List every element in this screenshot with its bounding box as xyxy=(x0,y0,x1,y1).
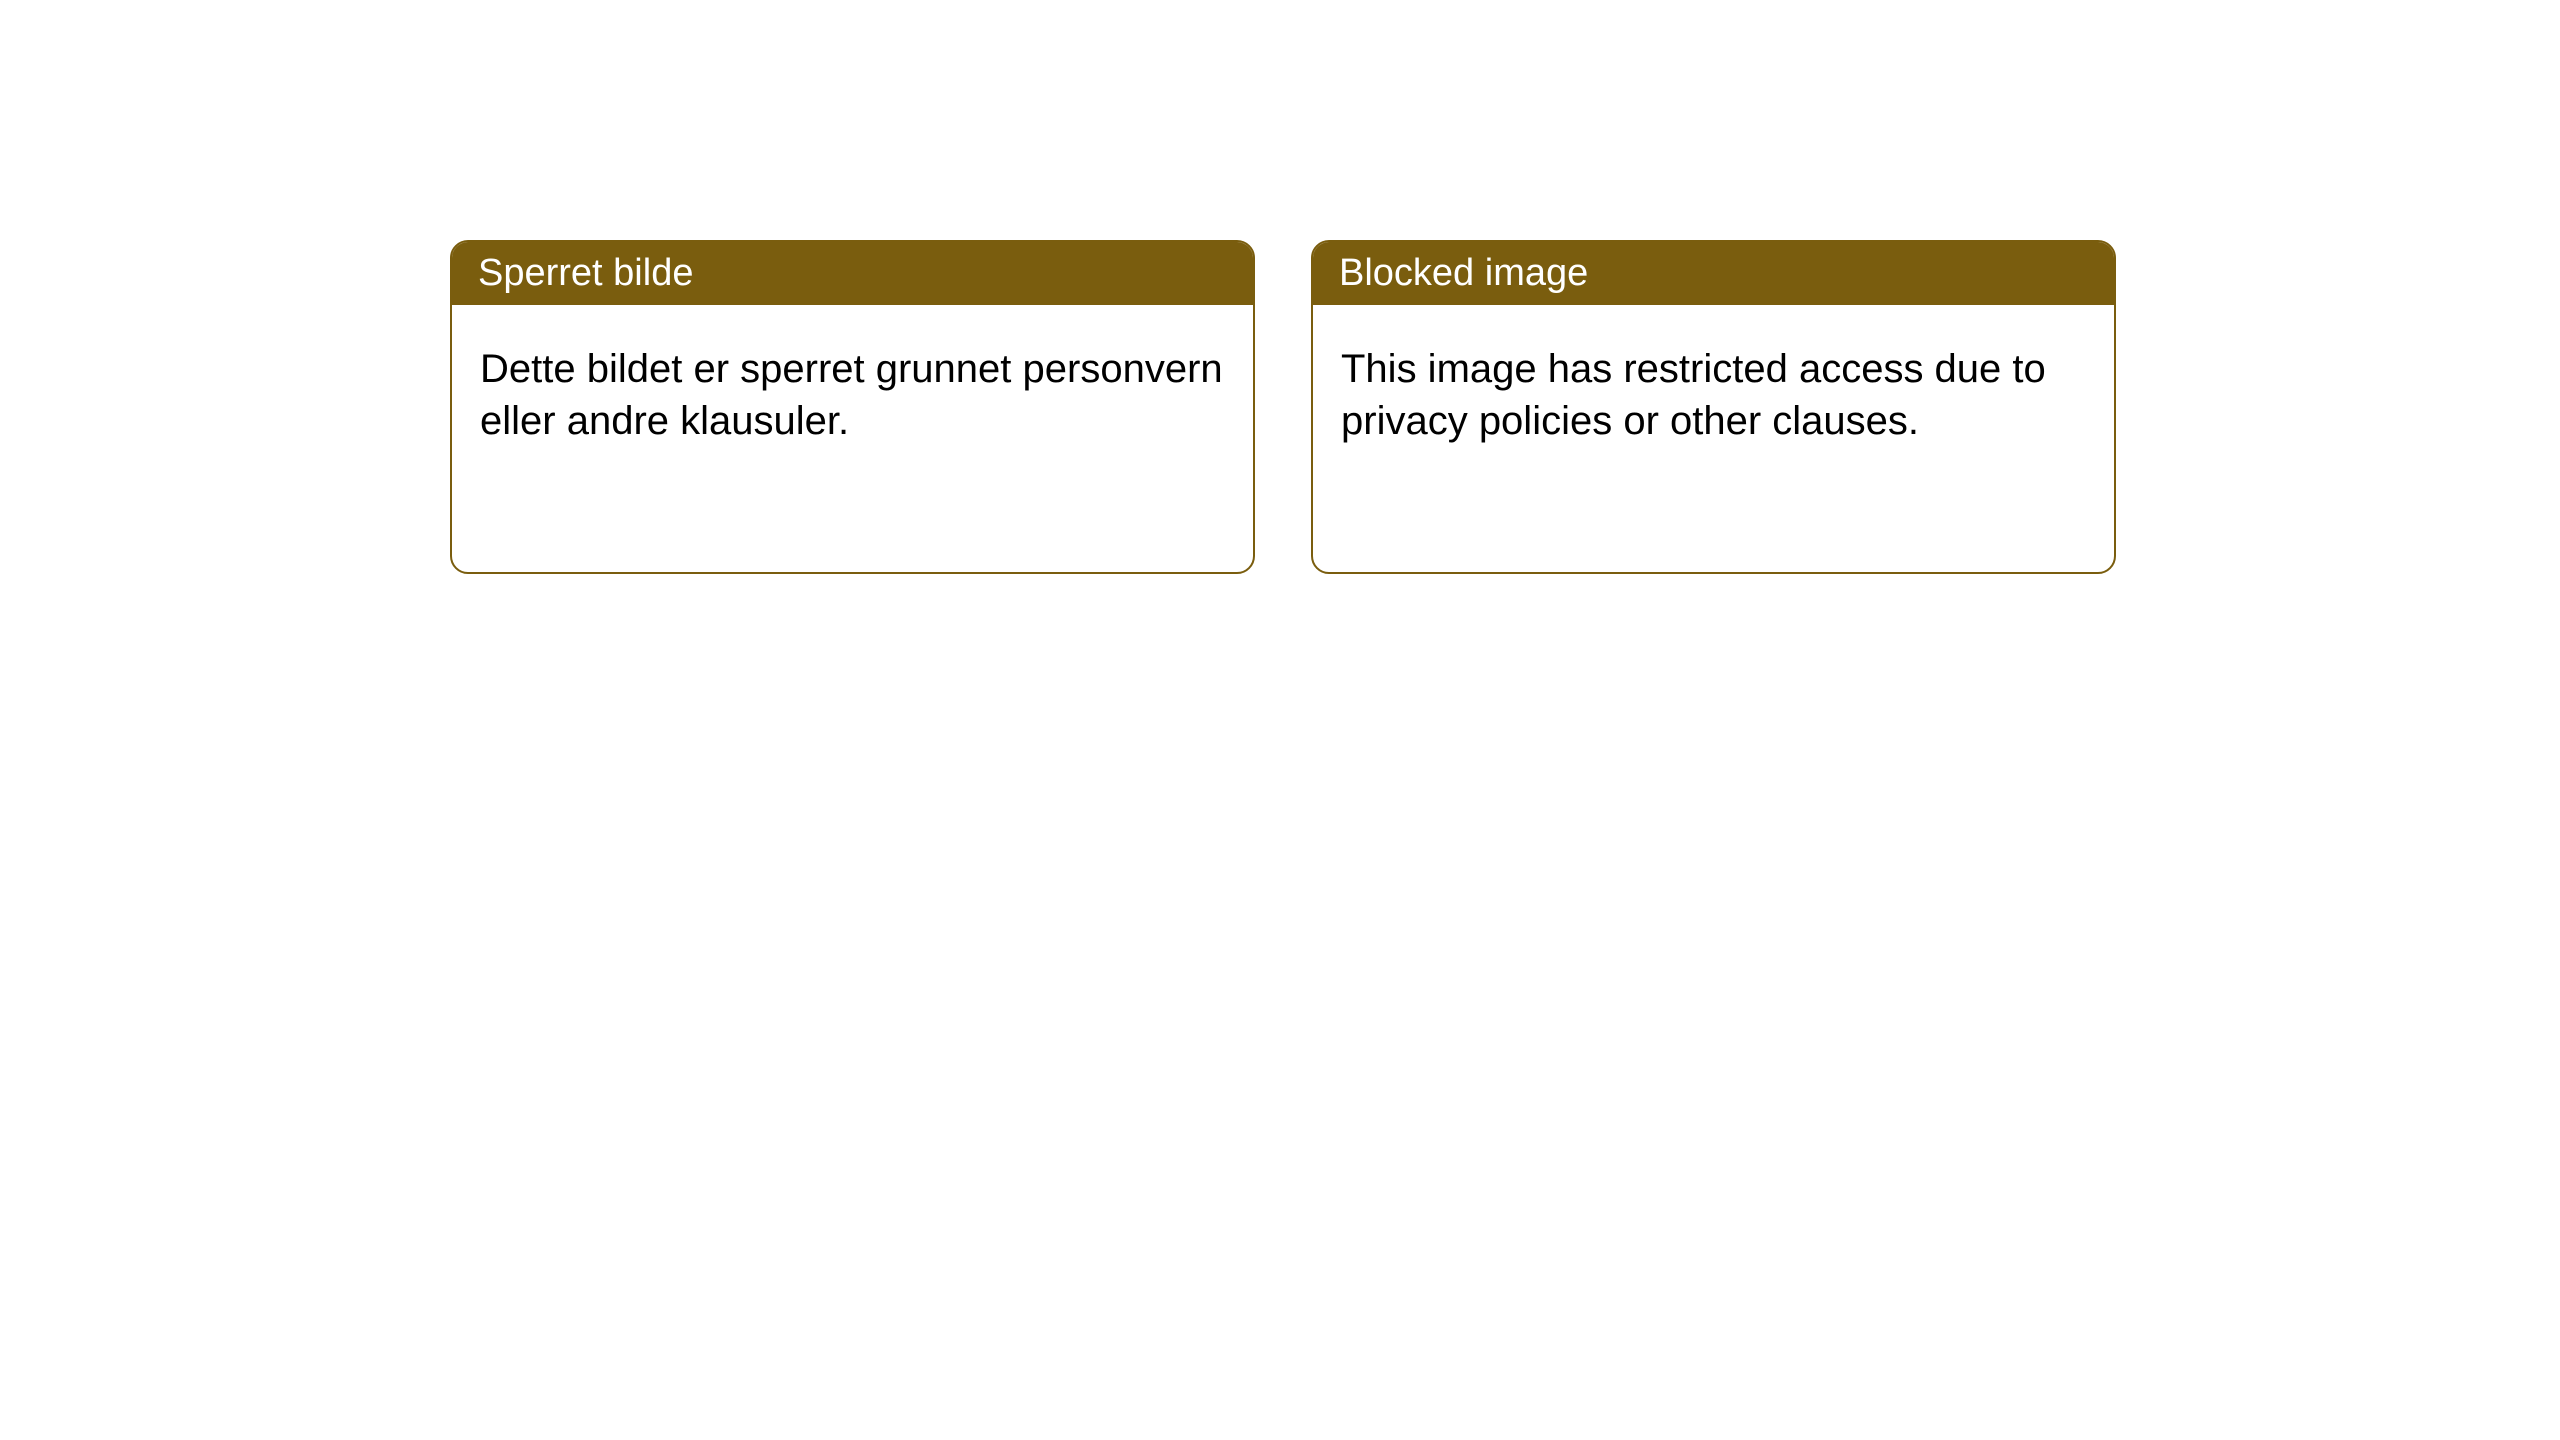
notice-box-english: Blocked image This image has restricted … xyxy=(1311,240,2116,574)
notice-title: Blocked image xyxy=(1339,252,1588,294)
notice-header: Sperret bilde xyxy=(452,242,1253,305)
notice-box-norwegian: Sperret bilde Dette bildet er sperret gr… xyxy=(450,240,1255,574)
notice-text: Dette bildet er sperret grunnet personve… xyxy=(480,347,1223,443)
notices-container: Sperret bilde Dette bildet er sperret gr… xyxy=(0,0,2560,574)
notice-header: Blocked image xyxy=(1313,242,2114,305)
notice-text: This image has restricted access due to … xyxy=(1341,347,2046,443)
notice-body: Dette bildet er sperret grunnet personve… xyxy=(452,305,1253,485)
notice-body: This image has restricted access due to … xyxy=(1313,305,2114,485)
notice-title: Sperret bilde xyxy=(478,252,693,294)
